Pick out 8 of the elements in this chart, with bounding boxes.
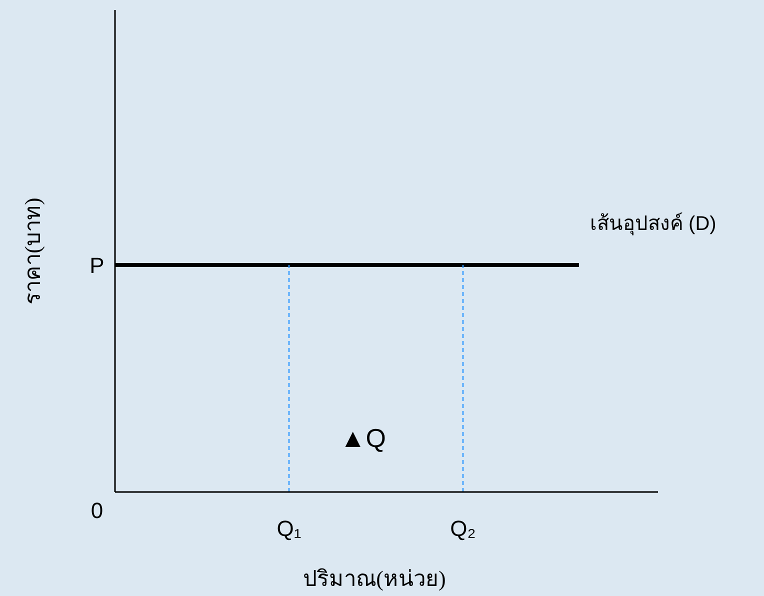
annotation: ▲Q <box>340 423 386 453</box>
x-tick-label: 0 <box>90 498 104 523</box>
x-axis-title: ปริมาณ(หน่วย) <box>303 566 446 591</box>
text: เส้นอุปสงค์ (D) <box>590 212 716 236</box>
x-tick-label: Q₂ <box>450 516 476 541</box>
x-tick-label: Q₁ <box>276 516 302 541</box>
text: P <box>90 253 104 278</box>
y-axis-title: ราคา(บาท) <box>20 198 45 304</box>
